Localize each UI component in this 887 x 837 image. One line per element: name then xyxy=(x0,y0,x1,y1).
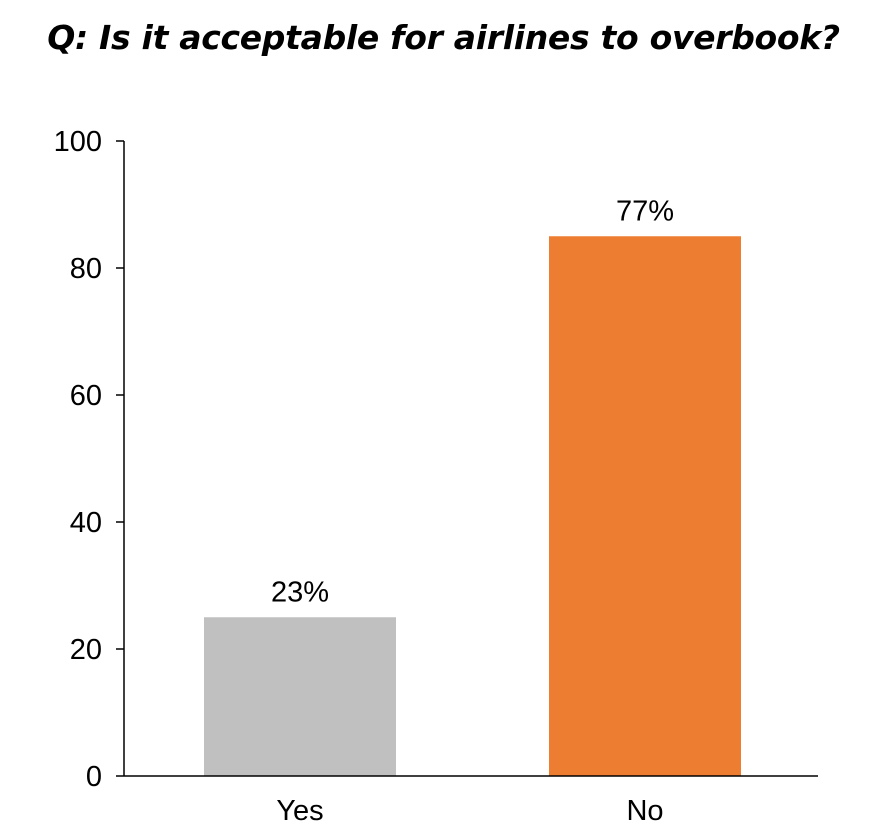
x-tick-label-yes: Yes xyxy=(276,795,323,827)
x-axis: Yes No xyxy=(124,775,818,827)
x-tick-label-no: No xyxy=(626,795,663,827)
y-tick-label: 60 xyxy=(70,380,102,412)
data-label-no: 77% xyxy=(616,195,674,227)
y-axis: 0 20 40 60 80 100 xyxy=(54,126,125,793)
bars: 23% 77% xyxy=(204,195,741,776)
y-tick-label: 100 xyxy=(54,126,102,158)
y-tick-label: 40 xyxy=(70,507,102,539)
chart-title: Q: Is it acceptable for airlines to over… xyxy=(47,18,840,57)
y-tick-label: 20 xyxy=(70,634,102,666)
data-label-yes: 23% xyxy=(271,576,329,608)
bar-no xyxy=(549,236,741,776)
y-tick-label: 0 xyxy=(86,761,102,793)
y-tick-label: 80 xyxy=(70,253,102,285)
bar-yes xyxy=(204,617,396,776)
